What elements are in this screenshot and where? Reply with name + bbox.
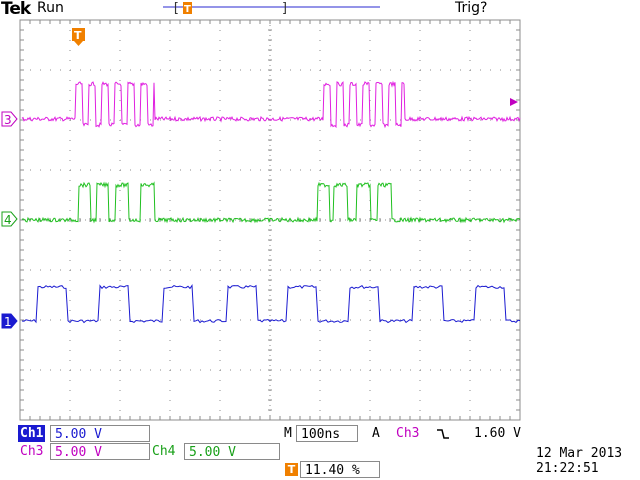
svg-text:[: [ [172,1,180,16]
trigger-source[interactable]: Ch3 [396,426,420,441]
ch3-scale-readout[interactable]: 5.00 V [50,443,150,460]
ch1-scale-readout[interactable]: 5.00 V [50,425,150,442]
horizontal-position-readout[interactable]: 11.40 % [300,461,380,478]
svg-text:1: 1 [4,315,12,329]
ch4-scale-readout[interactable]: 5.00 V [184,443,280,460]
ch1-label[interactable]: Ch1 [18,425,46,442]
channel-3-marker[interactable]: 3 [1,111,18,127]
trigger-level[interactable]: 1.60 V [474,426,521,441]
svg-text:]: ] [281,1,289,16]
channel-4-marker[interactable]: 4 [1,211,18,227]
brand-logo: Tek [1,0,31,19]
ch3-label[interactable]: Ch3 [20,444,44,459]
svg-text:4: 4 [4,213,12,227]
channel-1-marker[interactable]: 1 [1,313,18,329]
channel-4-waveform [21,181,521,224]
date-display: 12 Mar 2013 [536,446,623,461]
record-position-indicator: [ ] T [163,1,380,16]
channel-1-waveform [21,284,521,324]
trigger-status: Trig? [455,0,488,16]
run-status: Run [37,0,64,16]
svg-text:T: T [74,29,82,42]
svg-text:3: 3 [4,113,12,127]
timebase-mode: M [284,426,292,441]
trigger-position-marker: T [72,28,85,46]
trigger-level-marker [510,98,518,106]
timebase-readout[interactable]: 100ns [296,425,358,442]
trigger-mode: A [372,426,380,441]
ch4-label[interactable]: Ch4 [152,444,176,459]
time-display: 21:22:51 [536,461,599,476]
top-status-bar: Tek Run Trig? [0,0,640,19]
channel-3-waveform [21,80,521,129]
horizontal-position-icon: T [285,463,298,476]
svg-text:T: T [184,4,191,15]
falling-edge-icon [437,429,449,439]
